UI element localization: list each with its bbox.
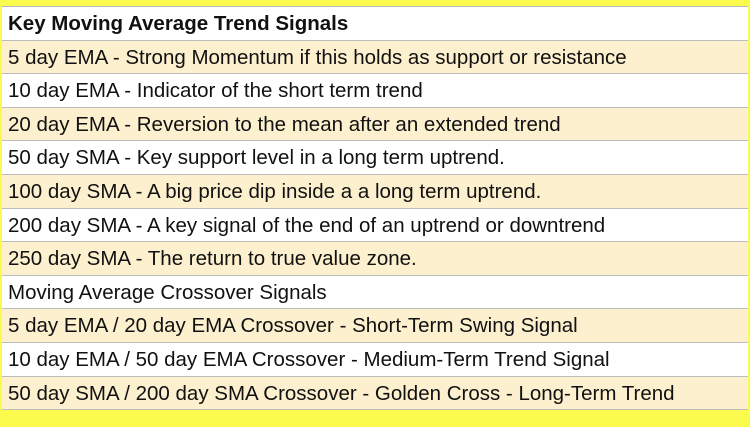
table-title: Key Moving Average Trend Signals: [2, 7, 748, 41]
table-row: 100 day SMA - A big price dip inside a a…: [2, 174, 748, 209]
table-row: 5 day EMA / 20 day EMA Crossover - Short…: [2, 309, 748, 343]
table-row: 50 day SMA - Key support level in a long…: [2, 141, 748, 175]
table-section-heading: Moving Average Crossover Signals: [2, 275, 748, 310]
table-row: 50 day SMA / 200 day SMA Crossover - Gol…: [2, 376, 748, 411]
table-row: 200 day SMA - A key signal of the end of…: [2, 208, 748, 243]
table-row: 250 day SMA - The return to true value z…: [2, 242, 748, 276]
signals-table: Key Moving Average Trend Signals 5 day E…: [2, 6, 748, 411]
table-row: 10 day EMA / 50 day EMA Crossover - Medi…: [2, 342, 748, 377]
table-row: 10 day EMA - Indicator of the short term…: [2, 74, 748, 108]
table-row: 20 day EMA - Reversion to the mean after…: [2, 107, 748, 142]
table-row: 5 day EMA - Strong Momentum if this hold…: [2, 40, 748, 75]
